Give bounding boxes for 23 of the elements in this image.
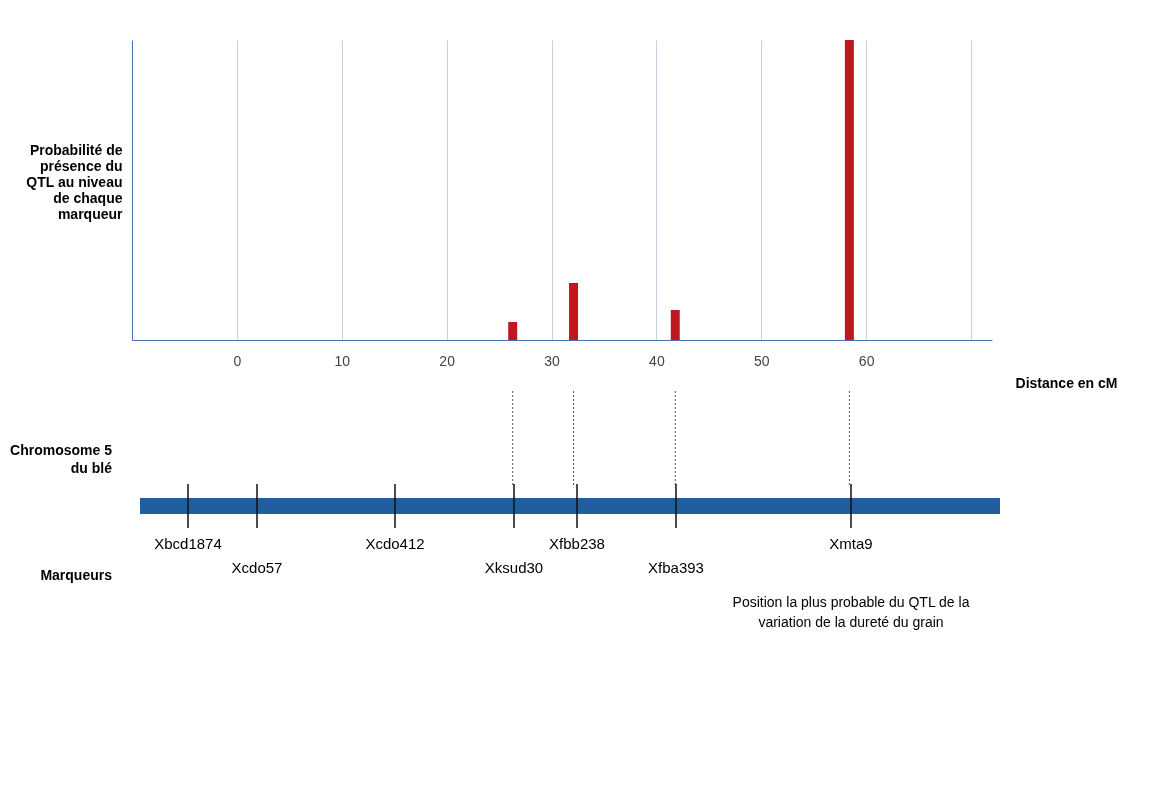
text: Xcdo412 — [365, 535, 425, 552]
x-axis-title: Distance en cM — [1015, 374, 1118, 391]
text: Xmta9 — [829, 535, 873, 552]
x-tick-label: 60 — [858, 352, 875, 369]
text: Position la plus probable du QTL de la variation de la dureté du grain — [732, 594, 970, 630]
x-tick-label: 10 — [334, 352, 351, 369]
bar — [508, 322, 518, 340]
text: Xbcd1874 — [154, 535, 222, 552]
text: Xfbb238 — [549, 535, 605, 552]
text: Xcdo57 — [231, 559, 283, 576]
bar — [844, 40, 854, 340]
x-tick-label: 50 — [753, 352, 770, 369]
text: Marqueurs — [40, 567, 113, 583]
x-tick-label: 20 — [439, 352, 456, 369]
x-tick-label: 0 — [233, 352, 242, 369]
text: Chromosome 5 du blé — [10, 442, 113, 476]
x-tick-label: 40 — [649, 352, 665, 369]
bar — [569, 283, 579, 340]
y-axis-title: Probabilité de présence du QTL au niveau de chaque marqueur — [26, 141, 124, 222]
bar — [670, 310, 680, 340]
text: Xksud30 — [484, 559, 544, 576]
x-tick-label: 30 — [544, 352, 561, 369]
text: Xfba393 — [648, 559, 704, 576]
